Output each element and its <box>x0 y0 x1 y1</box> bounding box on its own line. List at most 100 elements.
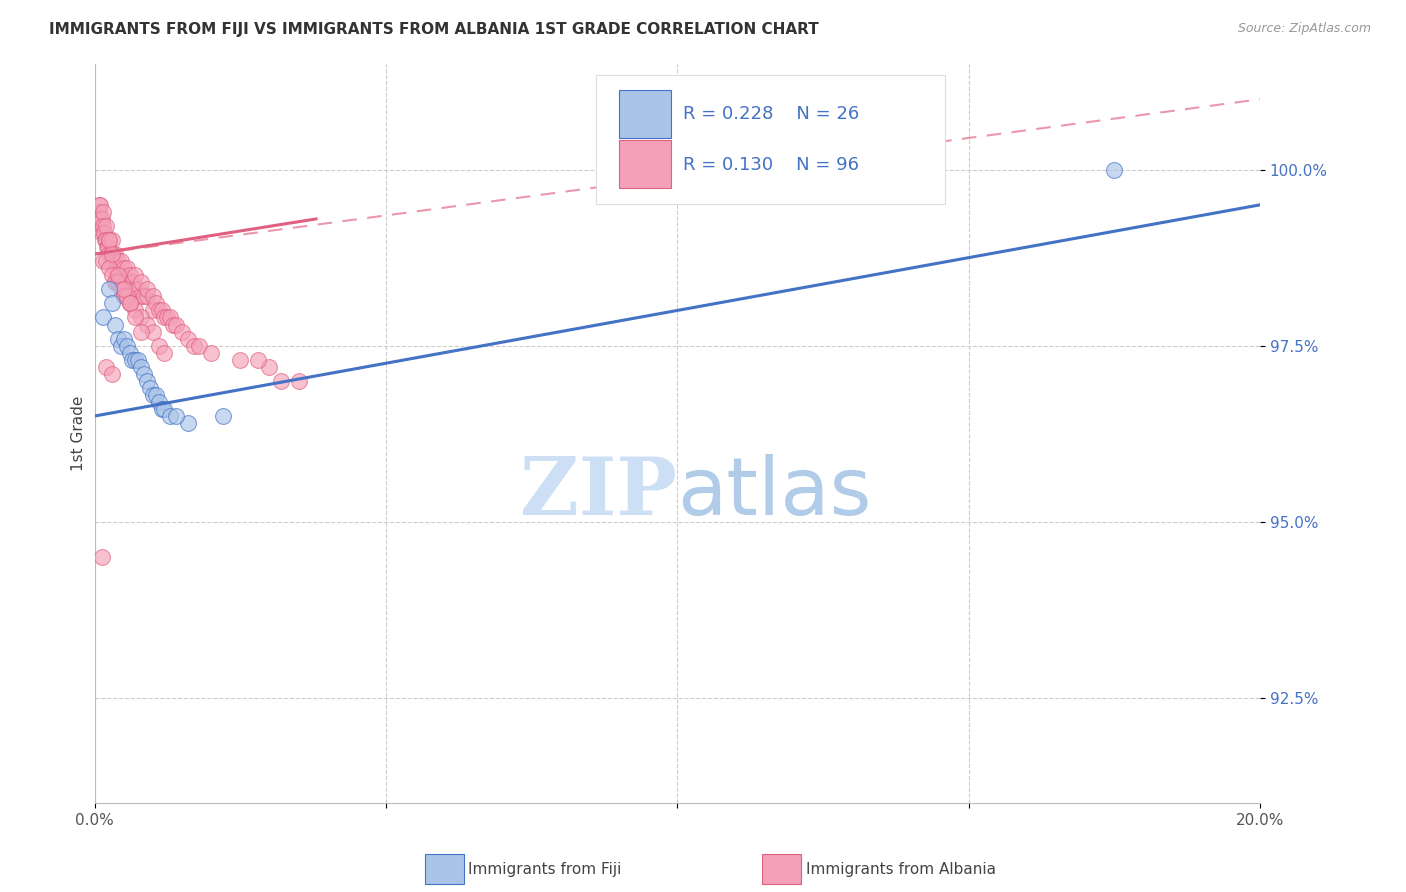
Point <box>124 310 146 325</box>
Point <box>98 282 121 296</box>
Point <box>153 402 176 417</box>
Point <box>101 247 124 261</box>
Point <box>115 275 138 289</box>
Point <box>165 318 187 332</box>
Point <box>112 289 135 303</box>
Point <box>87 198 110 212</box>
FancyBboxPatch shape <box>619 140 672 188</box>
Point <box>104 318 127 332</box>
Point <box>115 289 138 303</box>
Point <box>98 261 121 276</box>
Point <box>98 233 121 247</box>
Point <box>91 219 114 233</box>
Point <box>159 310 181 325</box>
Point <box>118 345 141 359</box>
Point <box>96 219 118 233</box>
Point <box>100 247 122 261</box>
Point <box>145 388 167 402</box>
Point <box>148 338 170 352</box>
Point <box>150 402 173 417</box>
Point <box>96 359 118 374</box>
Point <box>1104 162 1126 177</box>
Point <box>142 289 165 303</box>
Point <box>124 282 146 296</box>
Point <box>127 352 149 367</box>
Text: Immigrants from Albania: Immigrants from Albania <box>806 863 995 877</box>
Point <box>142 325 165 339</box>
Point <box>118 268 141 283</box>
FancyBboxPatch shape <box>619 90 672 138</box>
Point <box>112 289 135 303</box>
Point <box>162 318 184 332</box>
Point <box>142 388 165 402</box>
Point <box>124 352 146 367</box>
Point <box>112 282 135 296</box>
Point <box>112 332 135 346</box>
Point <box>107 254 129 268</box>
Point <box>107 332 129 346</box>
Point <box>177 332 200 346</box>
Point <box>129 359 152 374</box>
Point <box>91 205 114 219</box>
Point <box>153 310 176 325</box>
Text: atlas: atlas <box>678 454 872 532</box>
FancyBboxPatch shape <box>596 75 945 204</box>
Point <box>107 268 129 283</box>
Point <box>129 289 152 303</box>
Point <box>89 198 111 212</box>
Point <box>96 240 118 254</box>
Point <box>159 409 181 423</box>
Point <box>97 240 120 254</box>
Point <box>114 275 136 289</box>
Point <box>112 275 135 289</box>
Point <box>259 359 281 374</box>
Point <box>148 395 170 409</box>
Point <box>104 261 127 276</box>
Point <box>90 211 112 226</box>
Point <box>270 374 292 388</box>
Point <box>136 374 159 388</box>
Point <box>93 226 115 240</box>
Point <box>101 233 124 247</box>
Point <box>118 296 141 310</box>
Point <box>101 296 124 310</box>
Point <box>91 254 114 268</box>
Point <box>89 211 111 226</box>
Point <box>101 254 124 268</box>
Point <box>148 303 170 318</box>
Text: Immigrants from Fiji: Immigrants from Fiji <box>468 863 621 877</box>
Text: R = 0.130    N = 96: R = 0.130 N = 96 <box>683 155 859 174</box>
Point <box>246 352 269 367</box>
Text: IMMIGRANTS FROM FIJI VS IMMIGRANTS FROM ALBANIA 1ST GRADE CORRELATION CHART: IMMIGRANTS FROM FIJI VS IMMIGRANTS FROM … <box>49 22 818 37</box>
Point <box>103 254 125 268</box>
Point <box>136 289 159 303</box>
Text: Source: ZipAtlas.com: Source: ZipAtlas.com <box>1237 22 1371 36</box>
Point <box>150 303 173 318</box>
Point <box>156 310 179 325</box>
Point <box>91 310 114 325</box>
Point <box>200 345 222 359</box>
Point <box>101 268 124 283</box>
Point <box>145 296 167 310</box>
Point <box>110 282 132 296</box>
Point <box>105 261 128 276</box>
Point <box>101 367 124 381</box>
Point <box>108 268 131 283</box>
Point <box>104 275 127 289</box>
Point <box>107 275 129 289</box>
Point <box>115 338 138 352</box>
Point <box>127 282 149 296</box>
Point <box>120 282 142 296</box>
Point <box>229 352 252 367</box>
Point <box>86 219 108 233</box>
Point <box>132 367 155 381</box>
Point <box>90 549 112 564</box>
Point <box>104 275 127 289</box>
Y-axis label: 1st Grade: 1st Grade <box>72 396 86 471</box>
Point <box>98 247 121 261</box>
Point <box>132 289 155 303</box>
Point <box>165 409 187 423</box>
Point <box>96 233 118 247</box>
Point <box>94 233 117 247</box>
Point <box>96 254 118 268</box>
